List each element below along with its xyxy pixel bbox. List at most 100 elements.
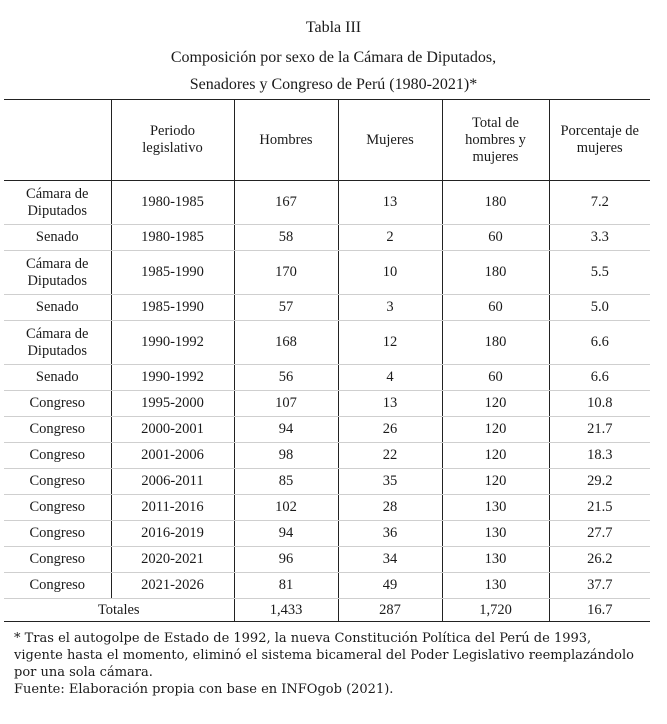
chamber-cell: Congreso bbox=[4, 572, 111, 599]
total-cell: 180 bbox=[441, 180, 549, 225]
total-cell: 130 bbox=[441, 520, 549, 547]
header-chamber bbox=[4, 99, 111, 181]
period-cell: 1995-2000 bbox=[110, 390, 234, 417]
table-row: Senado 1985-1990 57 3 60 5.0 bbox=[4, 294, 650, 321]
percentage-cell: 6.6 bbox=[548, 364, 650, 391]
total-cell: 60 bbox=[441, 294, 549, 321]
composition-table: Periodo legislativo Hombres Mujeres Tota… bbox=[4, 99, 650, 622]
men-cell: 96 bbox=[233, 546, 338, 573]
percentage-cell: 5.5 bbox=[548, 250, 650, 295]
table-row: Cámara de Diputados 1985-1990 170 10 180… bbox=[4, 250, 650, 295]
women-cell: 10 bbox=[337, 250, 442, 295]
men-cell: 167 bbox=[233, 180, 338, 225]
percentage-cell: 29.2 bbox=[548, 468, 650, 495]
women-cell: 2 bbox=[337, 224, 442, 251]
total-cell: 130 bbox=[441, 572, 549, 599]
men-cell: 102 bbox=[233, 494, 338, 521]
percentage-cell: 21.5 bbox=[548, 494, 650, 521]
women-cell: 3 bbox=[337, 294, 442, 321]
chamber-cell: Congreso bbox=[4, 546, 111, 573]
chamber-cell: Cámara de Diputados bbox=[4, 180, 111, 225]
men-cell: 107 bbox=[233, 390, 338, 417]
period-cell: 1985-1990 bbox=[110, 294, 234, 321]
women-cell: 4 bbox=[337, 364, 442, 391]
chamber-cell: Cámara de Diputados bbox=[4, 320, 111, 365]
chamber-cell: Senado bbox=[4, 364, 111, 391]
table-title-line1: Composición por sexo de la Cámara de Dip… bbox=[170, 49, 497, 66]
period-cell: 1980-1985 bbox=[110, 180, 234, 225]
period-cell: 1980-1985 bbox=[110, 224, 234, 251]
chamber-cell: Congreso bbox=[4, 468, 111, 495]
men-cell: 81 bbox=[233, 572, 338, 599]
table-row: Congreso 2011-2016 102 28 130 21.5 bbox=[4, 494, 650, 521]
chamber-cell: Congreso bbox=[4, 416, 111, 443]
men-cell: 85 bbox=[233, 468, 338, 495]
chamber-cell: Senado bbox=[4, 224, 111, 251]
percentage-cell: 6.6 bbox=[548, 320, 650, 365]
women-cell: 13 bbox=[337, 180, 442, 225]
period-cell: 2001-2006 bbox=[110, 442, 234, 469]
percentage-cell: 18.3 bbox=[548, 442, 650, 469]
chamber-cell: Congreso bbox=[4, 390, 111, 417]
period-cell: 2016-2019 bbox=[110, 520, 234, 547]
table-row: Congreso 2020-2021 96 34 130 26.2 bbox=[4, 546, 650, 573]
percentage-cell: 5.0 bbox=[548, 294, 650, 321]
period-cell: 2020-2021 bbox=[110, 546, 234, 573]
total-cell: 60 bbox=[441, 224, 549, 251]
table-row: Cámara de Diputados 1990-1992 168 12 180… bbox=[4, 320, 650, 365]
men-cell: 94 bbox=[233, 520, 338, 547]
women-cell: 49 bbox=[337, 572, 442, 599]
period-cell: 2000-2001 bbox=[110, 416, 234, 443]
table-row: Congreso 1995-2000 107 13 120 10.8 bbox=[4, 390, 650, 417]
women-cell: 36 bbox=[337, 520, 442, 547]
chamber-cell: Congreso bbox=[4, 520, 111, 547]
total-cell: 180 bbox=[441, 320, 549, 365]
period-cell: 1990-1992 bbox=[110, 320, 234, 365]
header-period: Periodo legislativo bbox=[110, 99, 234, 181]
table-row: Senado 1990-1992 56 4 60 6.6 bbox=[4, 364, 650, 391]
totals-percentage: 16.7 bbox=[548, 598, 650, 622]
women-cell: 35 bbox=[337, 468, 442, 495]
period-cell: 1985-1990 bbox=[110, 250, 234, 295]
table-row: Congreso 2021-2026 81 49 130 37.7 bbox=[4, 572, 650, 599]
percentage-cell: 37.7 bbox=[548, 572, 650, 599]
table-row: Congreso 2001-2006 98 22 120 18.3 bbox=[4, 442, 650, 469]
percentage-cell: 7.2 bbox=[548, 180, 650, 225]
table-row: Congreso 2006-2011 85 35 120 29.2 bbox=[4, 468, 650, 495]
total-cell: 130 bbox=[441, 546, 549, 573]
chamber-cell: Cámara de Diputados bbox=[4, 250, 111, 295]
percentage-cell: 27.7 bbox=[548, 520, 650, 547]
women-cell: 12 bbox=[337, 320, 442, 365]
table-label: Tabla III bbox=[305, 19, 362, 36]
header-men: Hombres bbox=[233, 99, 338, 181]
table-row: Congreso 2016-2019 94 36 130 27.7 bbox=[4, 520, 650, 547]
period-cell: 2006-2011 bbox=[110, 468, 234, 495]
chamber-cell: Congreso bbox=[4, 494, 111, 521]
period-cell: 1990-1992 bbox=[110, 364, 234, 391]
men-cell: 56 bbox=[233, 364, 338, 391]
total-cell: 120 bbox=[441, 390, 549, 417]
header-total: Total de hombres y mujeres bbox=[441, 99, 549, 181]
total-cell: 130 bbox=[441, 494, 549, 521]
table-notes: * Tras el autogolpe de Estado de 1992, l… bbox=[14, 630, 644, 698]
men-cell: 170 bbox=[233, 250, 338, 295]
men-cell: 94 bbox=[233, 416, 338, 443]
totals-total: 1,720 bbox=[441, 598, 549, 622]
percentage-cell: 21.7 bbox=[548, 416, 650, 443]
percentage-cell: 10.8 bbox=[548, 390, 650, 417]
men-cell: 98 bbox=[233, 442, 338, 469]
total-cell: 180 bbox=[441, 250, 549, 295]
total-cell: 60 bbox=[441, 364, 549, 391]
totals-women: 287 bbox=[337, 598, 442, 622]
totals-label: Totales bbox=[4, 598, 234, 622]
women-cell: 28 bbox=[337, 494, 442, 521]
totals-row: Totales 1,433 287 1,720 16.7 bbox=[4, 598, 650, 622]
chamber-cell: Senado bbox=[4, 294, 111, 321]
men-cell: 168 bbox=[233, 320, 338, 365]
total-cell: 120 bbox=[441, 416, 549, 443]
period-cell: 2011-2016 bbox=[110, 494, 234, 521]
percentage-cell: 26.2 bbox=[548, 546, 650, 573]
source-note: Fuente: Elaboración propia con base en I… bbox=[14, 682, 394, 697]
women-cell: 13 bbox=[337, 390, 442, 417]
